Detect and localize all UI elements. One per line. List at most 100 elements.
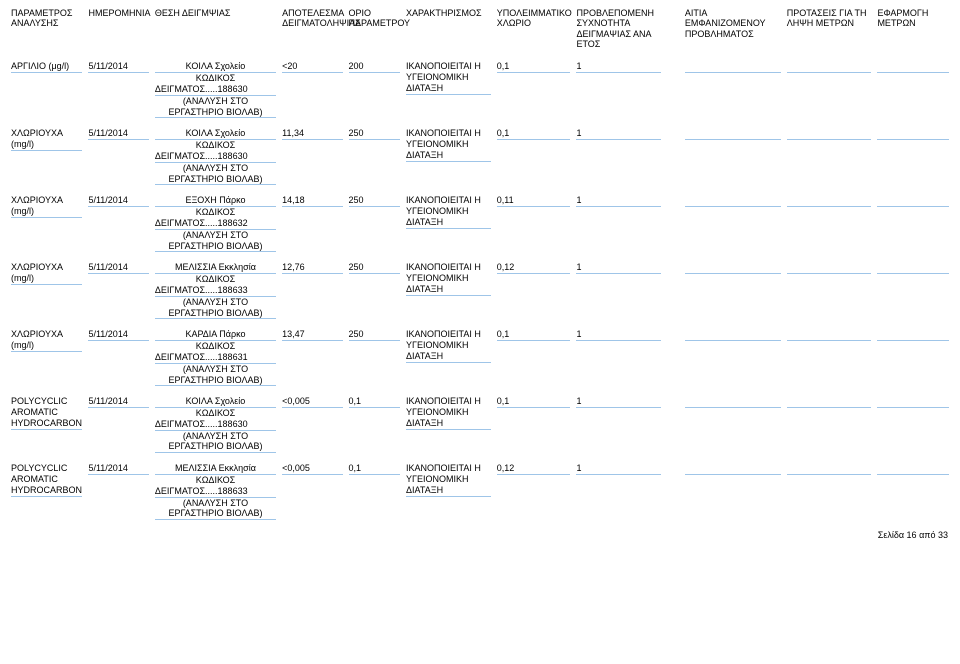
col-header: ΑΠΟΤΕΛΕΣΜΑ ΔΕΙΓΜΑΤΟΛΗΨΙΑΣ xyxy=(279,6,345,55)
table-header: ΠΑΡΑΜΕΤΡΟΣ ΑΝΑΛΥΣΗΣ ΗΜΕΡΟΜΗΝΙΑ ΘΕΣΗ ΔΕΙΓ… xyxy=(8,6,952,55)
cell-application xyxy=(874,323,952,390)
cell-parameter: ΧΛΩΡΙΟΥΧΑ (mg/l) xyxy=(8,256,85,323)
cell-frequency: 1 xyxy=(573,189,664,256)
cell-frequency: 1 xyxy=(573,122,664,189)
report-page: ΠΑΡΑΜΕΤΡΟΣ ΑΝΑΛΥΣΗΣ ΗΜΕΡΟΜΗΝΙΑ ΘΕΣΗ ΔΕΙΓ… xyxy=(0,0,960,544)
cell-parameter: POLYCYCLIC AROMATIC HYDROCARBON xyxy=(8,390,85,457)
cell-proposal xyxy=(784,189,875,256)
cell-cause xyxy=(682,122,784,189)
cell-date: 5/11/2014 xyxy=(85,390,151,457)
column-gap xyxy=(664,390,682,457)
cell-cause xyxy=(682,457,784,524)
cell-proposal xyxy=(784,390,875,457)
col-header: ΑΙΤΙΑ ΕΜΦΑΝΙΖΟΜΕΝΟΥ ΠΡΟΒΛΗΜΑΤΟΣ xyxy=(682,6,784,55)
cell-limit: 250 xyxy=(346,122,404,189)
cell-application xyxy=(874,122,952,189)
cell-location: ΚΟΙΛΑ ΣχολείοΚΩΔΙΚΟΣΔΕΙΓΜΑΤΟΣ.....188630… xyxy=(152,122,279,189)
col-header: ΘΕΣΗ ΔΕΙΓΜΨΙΑΣ xyxy=(152,6,279,55)
column-gap xyxy=(664,122,682,189)
cell-result: 13,47 xyxy=(279,323,345,390)
col-header: ΧΑΡΑΚΤΗΡΙΣΜΟΣ xyxy=(403,6,494,55)
data-table: ΠΑΡΑΜΕΤΡΟΣ ΑΝΑΛΥΣΗΣ ΗΜΕΡΟΜΗΝΙΑ ΘΕΣΗ ΔΕΙΓ… xyxy=(8,6,952,524)
cell-parameter: ΑΡΓΙΛΙΟ (μg/l) xyxy=(8,55,85,122)
table-row: POLYCYCLIC AROMATIC HYDROCARBON5/11/2014… xyxy=(8,390,952,457)
cell-parameter: ΧΛΩΡΙΟΥΧΑ (mg/l) xyxy=(8,189,85,256)
col-header: ΠΡΟΒΛΕΠΟΜΕΝΗ ΣΥΧΝΟΤΗΤΑ ΔΕΙΓΜΑΨΙΑΣ ΑΝΑ ΕΤ… xyxy=(573,6,664,55)
cell-frequency: 1 xyxy=(573,390,664,457)
table-row: ΑΡΓΙΛΙΟ (μg/l)5/11/2014ΚΟΙΛΑ ΣχολείοΚΩΔΙ… xyxy=(8,55,952,122)
cell-residual: 0,1 xyxy=(494,122,574,189)
cell-application xyxy=(874,189,952,256)
table-row: ΧΛΩΡΙΟΥΧΑ (mg/l)5/11/2014ΜΕΛΙΣΣΙΑ Εκκλησ… xyxy=(8,256,952,323)
cell-date: 5/11/2014 xyxy=(85,122,151,189)
page-footer: Σελίδα 16 από 33 xyxy=(8,524,952,540)
cell-characterization: ΙΚΑΝΟΠΟΙΕΙΤΑΙ ΗΥΓΕΙΟΝΟΜΙΚΗΔΙΑΤΑΞΗ xyxy=(403,55,494,122)
cell-residual: 0,11 xyxy=(494,189,574,256)
cell-location: ΜΕΛΙΣΣΙΑ ΕκκλησίαΚΩΔΙΚΟΣΔΕΙΓΜΑΤΟΣ.....18… xyxy=(152,256,279,323)
cell-proposal xyxy=(784,256,875,323)
cell-characterization: ΙΚΑΝΟΠΟΙΕΙΤΑΙ ΗΥΓΕΙΟΝΟΜΙΚΗΔΙΑΤΑΞΗ xyxy=(403,390,494,457)
table-row: POLYCYCLIC AROMATIC HYDROCARBON5/11/2014… xyxy=(8,457,952,524)
table-row: ΧΛΩΡΙΟΥΧΑ (mg/l)5/11/2014ΚΟΙΛΑ ΣχολείοΚΩ… xyxy=(8,122,952,189)
cell-date: 5/11/2014 xyxy=(85,189,151,256)
cell-characterization: ΙΚΑΝΟΠΟΙΕΙΤΑΙ ΗΥΓΕΙΟΝΟΜΙΚΗΔΙΑΤΑΞΗ xyxy=(403,256,494,323)
cell-result: <20 xyxy=(279,55,345,122)
cell-residual: 0,12 xyxy=(494,256,574,323)
cell-limit: 0,1 xyxy=(346,457,404,524)
cell-date: 5/11/2014 xyxy=(85,256,151,323)
cell-proposal xyxy=(784,323,875,390)
cell-frequency: 1 xyxy=(573,457,664,524)
cell-proposal xyxy=(784,55,875,122)
cell-limit: 0,1 xyxy=(346,390,404,457)
cell-application xyxy=(874,55,952,122)
cell-location: ΚΑΡΔΙΑ ΠάρκοΚΩΔΙΚΟΣΔΕΙΓΜΑΤΟΣ.....188631(… xyxy=(152,323,279,390)
cell-residual: 0,1 xyxy=(494,323,574,390)
cell-frequency: 1 xyxy=(573,256,664,323)
cell-characterization: ΙΚΑΝΟΠΟΙΕΙΤΑΙ ΗΥΓΕΙΟΝΟΜΙΚΗΔΙΑΤΑΞΗ xyxy=(403,457,494,524)
cell-cause xyxy=(682,55,784,122)
cell-limit: 200 xyxy=(346,55,404,122)
cell-location: ΕΞΟΧΗ ΠάρκοΚΩΔΙΚΟΣΔΕΙΓΜΑΤΟΣ.....188632(Α… xyxy=(152,189,279,256)
col-header: ΟΡΙΟ ΠΑΡΑΜΕΤΡΟΥ xyxy=(346,6,404,55)
col-header: ΕΦΑΡΜΟΓΗ ΜΕΤΡΩΝ xyxy=(874,6,952,55)
col-header: ΠΑΡΑΜΕΤΡΟΣ ΑΝΑΛΥΣΗΣ xyxy=(8,6,85,55)
cell-result: 14,18 xyxy=(279,189,345,256)
cell-date: 5/11/2014 xyxy=(85,457,151,524)
cell-location: ΜΕΛΙΣΣΙΑ ΕκκλησίαΚΩΔΙΚΟΣΔΕΙΓΜΑΤΟΣ.....18… xyxy=(152,457,279,524)
cell-characterization: ΙΚΑΝΟΠΟΙΕΙΤΑΙ ΗΥΓΕΙΟΝΟΜΙΚΗΔΙΑΤΑΞΗ xyxy=(403,189,494,256)
col-header: ΗΜΕΡΟΜΗΝΙΑ xyxy=(85,6,151,55)
cell-limit: 250 xyxy=(346,189,404,256)
cell-parameter: ΧΛΩΡΙΟΥΧΑ (mg/l) xyxy=(8,122,85,189)
column-gap xyxy=(664,256,682,323)
cell-date: 5/11/2014 xyxy=(85,323,151,390)
cell-limit: 250 xyxy=(346,323,404,390)
cell-application xyxy=(874,457,952,524)
cell-proposal xyxy=(784,457,875,524)
cell-characterization: ΙΚΑΝΟΠΟΙΕΙΤΑΙ ΗΥΓΕΙΟΝΟΜΙΚΗΔΙΑΤΑΞΗ xyxy=(403,122,494,189)
cell-date: 5/11/2014 xyxy=(85,55,151,122)
col-header: ΥΠΟΛΕΙΜΜΑΤΙΚΟ ΧΛΩΡΙΟ xyxy=(494,6,574,55)
cell-result: <0,005 xyxy=(279,390,345,457)
cell-application xyxy=(874,256,952,323)
column-gap xyxy=(664,457,682,524)
cell-parameter: POLYCYCLIC AROMATIC HYDROCARBON xyxy=(8,457,85,524)
column-gap xyxy=(664,55,682,122)
table-row: ΧΛΩΡΙΟΥΧΑ (mg/l)5/11/2014ΕΞΟΧΗ ΠάρκοΚΩΔΙ… xyxy=(8,189,952,256)
table-body: ΑΡΓΙΛΙΟ (μg/l)5/11/2014ΚΟΙΛΑ ΣχολείοΚΩΔΙ… xyxy=(8,55,952,524)
cell-result: <0,005 xyxy=(279,457,345,524)
cell-cause xyxy=(682,189,784,256)
cell-cause xyxy=(682,323,784,390)
cell-residual: 0,1 xyxy=(494,390,574,457)
cell-proposal xyxy=(784,122,875,189)
cell-location: ΚΟΙΛΑ ΣχολείοΚΩΔΙΚΟΣΔΕΙΓΜΑΤΟΣ.....188630… xyxy=(152,390,279,457)
cell-result: 12,76 xyxy=(279,256,345,323)
cell-result: 11,34 xyxy=(279,122,345,189)
cell-parameter: ΧΛΩΡΙΟΥΧΑ (mg/l) xyxy=(8,323,85,390)
cell-cause xyxy=(682,390,784,457)
cell-frequency: 1 xyxy=(573,55,664,122)
column-gap xyxy=(664,189,682,256)
cell-cause xyxy=(682,256,784,323)
cell-frequency: 1 xyxy=(573,323,664,390)
column-gap xyxy=(664,323,682,390)
cell-limit: 250 xyxy=(346,256,404,323)
